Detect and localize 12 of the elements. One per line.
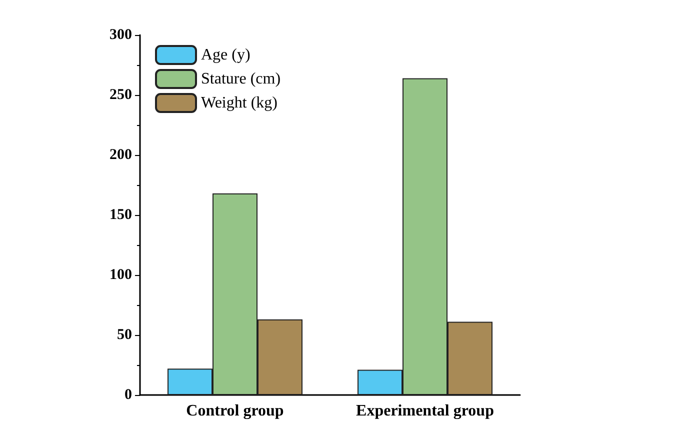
- legend-label: Stature (cm): [201, 70, 281, 88]
- y-tick-label: 250: [110, 87, 132, 103]
- y-tick-label: 200: [110, 147, 132, 163]
- legend-label: Age (y): [201, 46, 250, 64]
- y-tick-label: 100: [110, 267, 132, 283]
- x-tick-label: Experimental group: [356, 402, 494, 420]
- y-tick-label: 300: [110, 27, 132, 43]
- y-tick-label: 50: [117, 327, 132, 343]
- y-tick-label: 0: [124, 387, 132, 403]
- x-tick-label: Control group: [186, 402, 284, 420]
- y-tick-label: 150: [110, 207, 132, 223]
- legend-label: Weight (kg): [201, 94, 278, 112]
